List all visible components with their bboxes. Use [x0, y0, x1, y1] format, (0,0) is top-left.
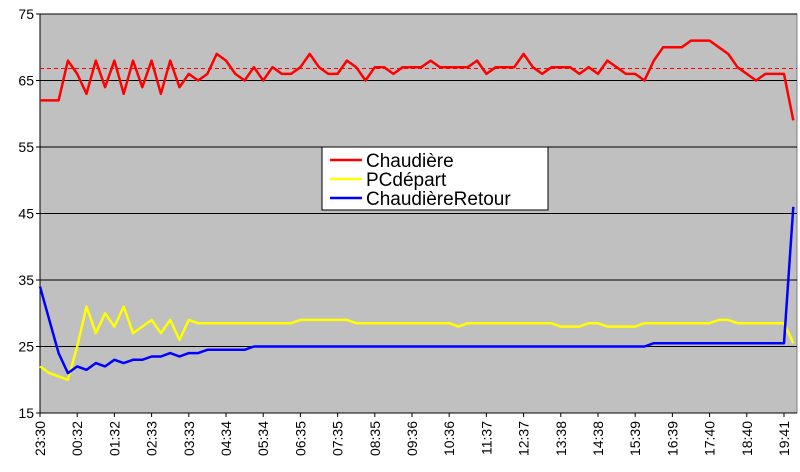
series-line [38, 206, 795, 375]
y-tick-label: 55 [18, 139, 34, 155]
y-tick-label: 15 [18, 405, 34, 421]
x-tick-label: 18:40 [739, 421, 755, 456]
x-tick-label: 12:37 [516, 421, 532, 456]
series-line [40, 39, 795, 121]
x-tick-label: 07:35 [330, 421, 346, 456]
x-tick-label: 13:38 [553, 421, 569, 456]
x-tick-label: 01:32 [106, 421, 122, 456]
x-tick-label: 14:38 [590, 421, 606, 456]
x-tick-label: 02:33 [144, 421, 160, 456]
x-tick-label: 09:36 [404, 421, 420, 456]
x-tick-label: 03:33 [181, 421, 197, 456]
legend-label: PCdépart [366, 170, 447, 191]
x-tick-label: 23:30 [32, 421, 48, 456]
legend-label: ChaudièreRetour [366, 189, 511, 210]
x-tick-label: 16:39 [664, 421, 680, 456]
y-tick-label: 45 [18, 206, 34, 222]
series-line [39, 305, 795, 382]
x-tick-label: 11:37 [478, 421, 494, 455]
x-tick-label: 10:36 [441, 421, 457, 456]
y-tick-label: 65 [18, 73, 34, 89]
y-tick-label: 75 [18, 6, 34, 22]
x-tick-label: 17:40 [702, 421, 718, 456]
legend-label: Chaudière [366, 151, 454, 172]
x-tick-label: 19:41 [776, 421, 792, 456]
x-tick-label: 00:32 [69, 421, 85, 456]
y-tick-label: 25 [18, 339, 34, 355]
x-tick-label: 05:34 [255, 421, 271, 456]
x-tick-label: 08:35 [367, 421, 383, 456]
y-tick-label: 35 [18, 272, 34, 288]
x-tick-label: 06:35 [292, 421, 308, 456]
x-tick-label: 04:34 [218, 421, 234, 456]
x-tick-label: 15:39 [627, 421, 643, 456]
